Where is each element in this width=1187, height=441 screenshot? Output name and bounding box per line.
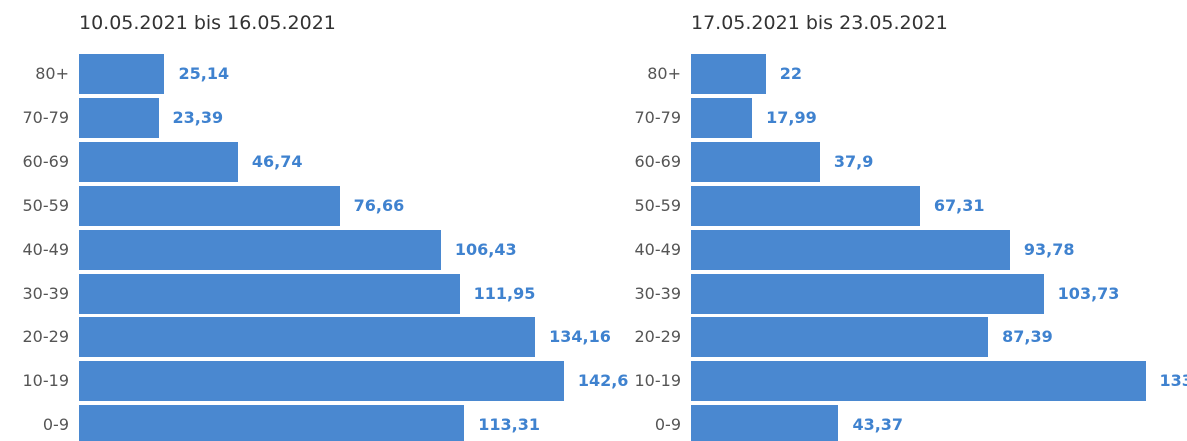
bar-value-label: 87,39 [1002, 327, 1053, 347]
y-tick-label: 70-79 [22, 107, 70, 127]
y-tick-label: 20-29 [634, 327, 682, 347]
bar [691, 317, 989, 358]
bar [79, 141, 238, 182]
bar-value-label: 93,78 [1023, 239, 1075, 259]
y-tick-label: 30-39 [634, 283, 682, 303]
y-tick-label: 60-69 [634, 151, 682, 171]
bar-value-label: 25,14 [178, 64, 230, 83]
bar [79, 229, 441, 270]
bar-value-label: 142,6 [577, 371, 629, 391]
y-tick-label: 40-49 [22, 239, 70, 259]
bar [79, 185, 340, 226]
chart-title-left: 10.05.2021 bis 16.05.2021 [79, 12, 336, 34]
bar [691, 405, 839, 441]
bar-value-label: 67,31 [933, 195, 985, 215]
y-tick-label: 20-29 [22, 327, 70, 347]
bar [691, 54, 766, 94]
y-tick-label: 40-49 [634, 239, 682, 259]
bar-value-label: 22 [779, 64, 803, 83]
y-tick-label: 50-59 [634, 195, 682, 215]
bar-value-label: 133,68 [1159, 371, 1187, 391]
bar-value-label: 106,43 [454, 239, 517, 259]
bar [691, 229, 1010, 270]
y-tick-label: 80+ [647, 64, 681, 83]
y-tick-label: 0-9 [654, 415, 681, 435]
y-tick-label: 70-79 [634, 107, 682, 127]
bar [79, 317, 536, 358]
bar-value-label: 103,73 [1057, 283, 1120, 303]
bar-value-label: 37,9 [833, 151, 874, 171]
bar [691, 141, 820, 182]
bar-plot-left: 80+ 25,14 70-79 23,39 60-69 46,74 50-59 76,66 40… [22, 54, 628, 441]
bar-value-label: 43,37 [852, 415, 904, 435]
chart-title-right: 17.05.2021 bis 23.05.2021 [691, 12, 948, 34]
bar [79, 361, 564, 402]
y-tick-label: 10-19 [634, 371, 682, 391]
y-tick-label: 30-39 [22, 283, 70, 303]
chart-panel-right: 17.05.2021 bis 23.05.2021 80+ 22 70-79 17,9… [612, 0, 1187, 441]
bar [79, 405, 465, 441]
chart-panel-left: 10.05.2021 bis 16.05.2021 80+ 25,14 70-79 2… [22, 12, 628, 441]
bar [79, 54, 165, 94]
bar-value-label: 46,74 [251, 151, 303, 171]
bar-value-label: 76,66 [353, 195, 405, 215]
y-tick-label: 10-19 [22, 371, 70, 391]
bar-value-label: 111,95 [473, 283, 536, 303]
y-tick-label: 60-69 [22, 151, 70, 171]
bar-value-label: 17,99 [766, 107, 817, 127]
bar [691, 185, 920, 226]
bar [691, 273, 1044, 314]
bar [691, 97, 753, 138]
y-tick-label: 50-59 [22, 195, 70, 215]
bar-value-label: 23,39 [172, 107, 224, 127]
bar [691, 361, 1146, 402]
bar [79, 97, 159, 138]
bar-value-label: 134,16 [549, 327, 611, 347]
bar-value-label: 113,31 [478, 415, 540, 435]
y-tick-label: 0-9 [42, 415, 69, 435]
y-tick-label: 80+ [35, 64, 69, 83]
bar-plot-right: 80+ 22 70-79 17,99 60-69 37,9 50-59 67,31 40-49 9… [612, 0, 1187, 441]
bar [79, 273, 460, 314]
